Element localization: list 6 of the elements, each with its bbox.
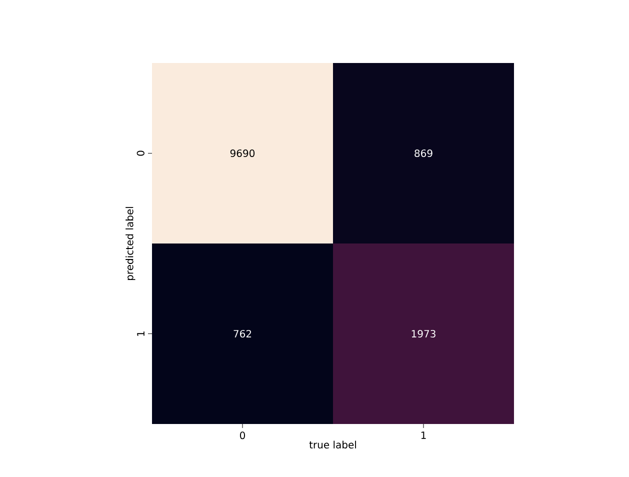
data-label: 9690 xyxy=(230,149,255,158)
data-label: 869 xyxy=(414,149,432,158)
y-axis-title: predicted label xyxy=(126,207,136,280)
x-axis-title: true label xyxy=(309,440,356,448)
data-label: 1973 xyxy=(412,330,436,338)
data-label: 762 xyxy=(234,330,252,338)
